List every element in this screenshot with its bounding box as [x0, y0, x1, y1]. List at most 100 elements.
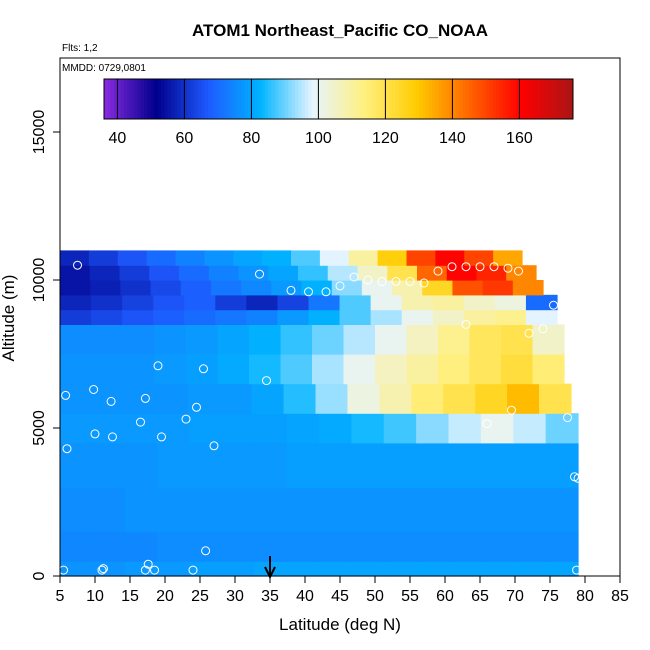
heatmap-cell	[383, 531, 417, 562]
colorbar-swatch	[120, 79, 125, 119]
heatmap-cell	[351, 561, 385, 577]
heatmap-cell	[308, 294, 341, 311]
heatmap-cell	[494, 309, 527, 325]
heatmap-cell	[331, 280, 363, 296]
heatmap-cell	[122, 309, 154, 325]
colorbar-swatch	[392, 79, 396, 119]
x-tick-label: 10	[86, 588, 104, 605]
y-tick-label: 15000	[31, 110, 48, 155]
colorbar-swatch	[274, 79, 279, 119]
heatmap-cell	[268, 265, 299, 281]
sample-point	[201, 546, 211, 556]
heatmap-cell	[286, 531, 320, 562]
heatmap-cell	[452, 280, 484, 296]
heatmap-cell	[480, 531, 514, 562]
heatmap-cell	[438, 354, 471, 385]
heatmap-cell	[351, 531, 385, 562]
heatmap-cell	[476, 265, 507, 281]
heatmap-cell	[215, 309, 247, 325]
colorbar-swatch	[140, 79, 145, 119]
colorbar-swatch	[214, 79, 219, 119]
heatmap-cell	[60, 531, 93, 562]
heatmap-cell	[60, 413, 93, 444]
sample-point	[140, 565, 150, 575]
colorbar-tick-label: 100	[305, 130, 332, 147]
heatmap-cell	[351, 413, 385, 444]
heatmap-cell	[254, 487, 288, 533]
colorbar-swatch	[124, 79, 128, 119]
date-label: MMDD: 0729,0801	[62, 63, 146, 74]
colorbar-swatch	[361, 79, 366, 119]
heatmap-cell	[416, 561, 450, 577]
heatmap-cell	[463, 309, 496, 325]
sample-point	[61, 390, 71, 400]
sample-point	[188, 565, 198, 575]
heatmap-cell	[60, 354, 93, 385]
y-axis-label: Altitude (m)	[0, 275, 18, 362]
sample-point	[157, 432, 166, 442]
colorbar-swatch	[542, 79, 547, 119]
colorbar-swatch	[288, 79, 293, 119]
x-tick-label: 40	[296, 588, 314, 605]
colorbar-swatch	[485, 79, 490, 119]
colorbar-swatch	[425, 79, 430, 119]
sample-point	[209, 441, 219, 451]
heatmap-cell	[432, 309, 465, 325]
heatmap-cell	[92, 531, 126, 562]
heatmap-cell	[416, 442, 450, 488]
heatmap-cell	[280, 324, 313, 355]
heatmap-cell	[90, 280, 121, 296]
heatmap-cell	[348, 250, 379, 266]
heatmap-cell	[123, 354, 156, 385]
heatmap-cell	[210, 280, 242, 296]
heatmap-cell	[88, 250, 119, 266]
colorbar-swatch	[224, 79, 229, 119]
heatmap-cell	[60, 487, 93, 533]
sample-point	[419, 278, 429, 288]
colorbar-swatch	[194, 79, 199, 119]
heatmap-cell	[189, 413, 223, 444]
latitude-arrow	[264, 556, 276, 580]
heatmap-cell	[291, 250, 321, 266]
heatmap-cell	[153, 294, 185, 311]
arrow-head	[264, 566, 276, 580]
heatmap-cell	[480, 487, 514, 533]
heatmap-cell	[532, 354, 565, 385]
heatmap-cell	[60, 309, 92, 325]
heatmap-cell	[383, 561, 417, 577]
heatmap-cell	[123, 383, 157, 414]
heatmap-cell	[357, 265, 388, 281]
colorbar-swatch	[191, 79, 195, 119]
colorbar-swatch	[556, 79, 561, 119]
heatmap-cell	[494, 294, 527, 311]
heatmap-cell	[117, 250, 148, 266]
colorbar-swatch	[104, 79, 108, 119]
heatmap-cell	[435, 250, 465, 266]
x-tick-label: 20	[156, 588, 174, 605]
heatmap-cell	[221, 413, 255, 444]
colorbar-swatch	[338, 79, 343, 119]
sample-point	[514, 266, 523, 276]
colorbar-swatch	[301, 79, 306, 119]
colorbar-swatch	[181, 79, 185, 119]
sample-point	[405, 277, 415, 286]
sample-point	[489, 262, 499, 272]
colorbar-swatch	[294, 79, 299, 119]
sample-point	[304, 287, 313, 297]
heatmap-cell	[262, 250, 292, 266]
colorbar-swatch	[395, 79, 400, 119]
colorbar-swatch	[321, 79, 326, 119]
heatmap-cell	[401, 294, 434, 311]
heatmap-cell	[480, 413, 514, 444]
heatmap-cell	[312, 354, 345, 385]
colorbar-swatch	[187, 79, 192, 119]
colorbar-swatch	[385, 79, 390, 119]
colorbar-swatch	[408, 79, 413, 119]
colorbar-swatch	[469, 79, 473, 119]
colorbar-swatch	[452, 79, 457, 119]
colorbar-swatch	[549, 79, 554, 119]
sample-point	[377, 277, 387, 286]
heatmap-cell	[92, 442, 126, 488]
flights-label: Flts: 1,2	[62, 43, 98, 54]
colorbar-swatch	[251, 79, 256, 119]
